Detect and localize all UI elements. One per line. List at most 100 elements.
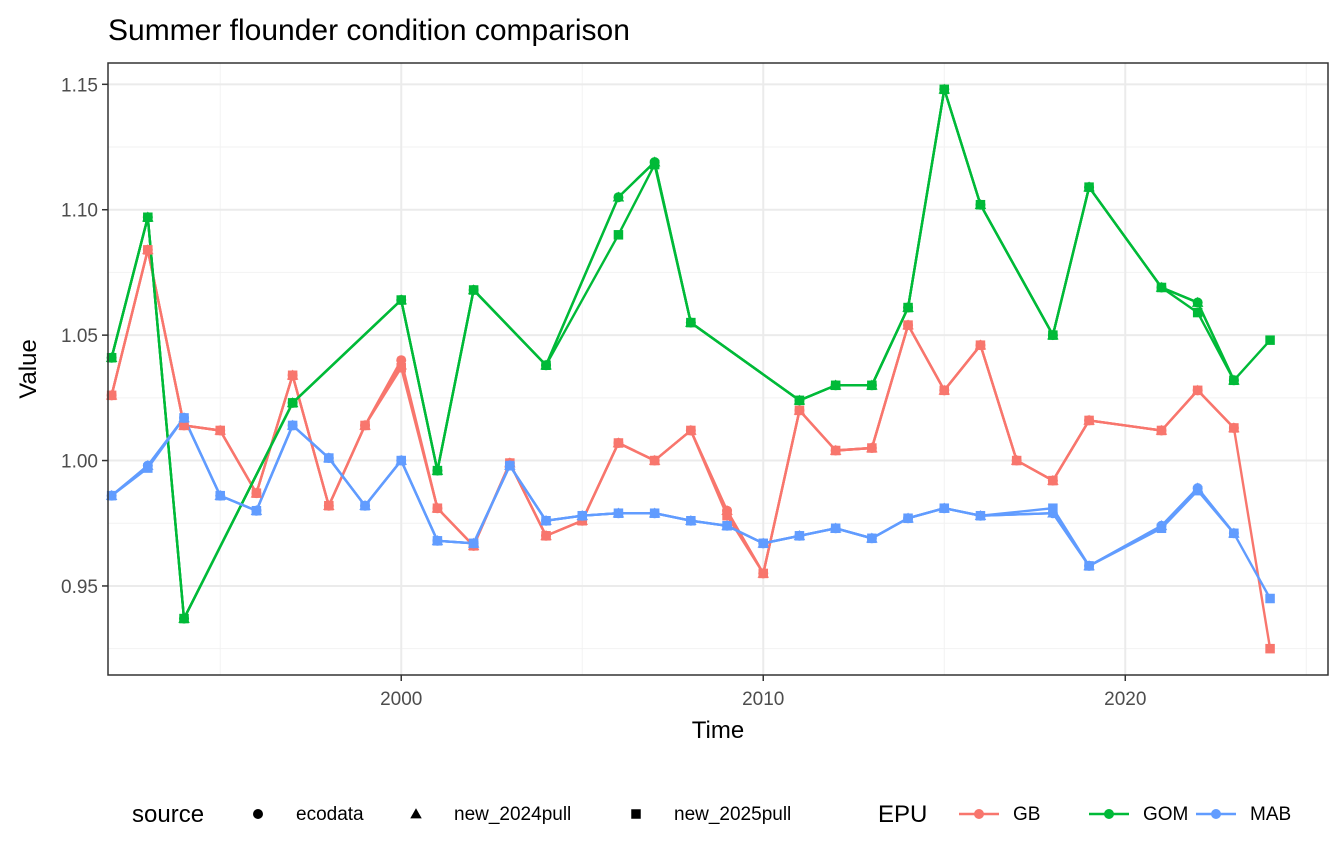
- data-point-gom-new_2025pull: [939, 84, 950, 95]
- data-point-gom-new_2025pull: [867, 380, 877, 391]
- x-tick-label: 2000: [380, 689, 422, 710]
- data-point-mab-new_2025pull: [1192, 485, 1203, 496]
- legend-label-ecodata: ecodata: [296, 804, 364, 825]
- data-point-gom-new_2024pull: [612, 191, 625, 202]
- data-point-mab-new_2025pull: [1229, 528, 1239, 539]
- legend-key-dot: [1104, 809, 1114, 819]
- data-point-gom-new_2025pull: [179, 613, 189, 624]
- data-point-gom-new_2024pull: [1191, 296, 1204, 307]
- data-point-mab-new_2025pull: [432, 536, 443, 546]
- data-point-gb-new_2025pull: [903, 320, 913, 330]
- plot-border: [107, 62, 1329, 676]
- legend-source: source ecodata new_2024pull new_2025pull: [132, 801, 791, 828]
- legend-label-new_2025pull: new_2025pull: [674, 804, 791, 825]
- data-point-gb-new_2025pull: [1265, 643, 1275, 654]
- legend-label-new_2024pull: new_2024pull: [454, 804, 571, 825]
- data-point-gom-new_2025pull: [1265, 335, 1275, 345]
- data-point-gb-new_2025pull: [794, 405, 805, 416]
- data-point-mab-new_2025pull: [722, 521, 732, 531]
- chart-title: Summer flounder condition comparison: [108, 14, 630, 47]
- data-point-mab-new_2025pull: [1084, 561, 1094, 571]
- data-point-gb-new_2025pull: [867, 443, 877, 453]
- y-tick-label: 0.95: [61, 577, 98, 598]
- data-point-mab-new_2025pull: [505, 460, 515, 471]
- data-point-mab-new_2025pull: [794, 531, 805, 541]
- data-point-mab-new_2025pull: [179, 413, 189, 423]
- data-point-gb-new_2025pull: [1084, 415, 1094, 426]
- data-point-mab-new_2025pull: [758, 538, 769, 549]
- data-point-gb-new_2025pull: [541, 531, 551, 541]
- data-point-gom-new_2025pull: [649, 159, 660, 170]
- data-point-gb-new_2025pull: [432, 503, 443, 513]
- data-point-mab-new_2025pull: [939, 503, 950, 513]
- data-point-mab-new_2025pull: [1048, 503, 1058, 513]
- data-point-mab-new_2025pull: [686, 515, 696, 526]
- data-point-mab-new_2025pull: [830, 523, 841, 534]
- legend-source-title: source: [132, 801, 204, 828]
- data-point-mab-new_2025pull: [360, 500, 370, 511]
- legend-key-square: [631, 809, 641, 819]
- data-point-gom-new_2025pull: [830, 380, 841, 391]
- data-point-gb-new_2025pull: [396, 362, 406, 373]
- data-point-gb-new_2025pull: [830, 445, 841, 456]
- data-point-gom-new_2025pull: [287, 398, 298, 408]
- data-point-mab-new_2025pull: [577, 510, 587, 521]
- x-axis-title: Time: [692, 717, 744, 744]
- data-point-gb-new_2025pull: [287, 370, 298, 381]
- major-gridlines: [108, 63, 1328, 675]
- data-point-gom-new_2025pull: [468, 285, 479, 295]
- x-axis: 2000 2010 2020: [380, 675, 1146, 710]
- data-point-gom-new_2025pull: [975, 199, 986, 210]
- data-point-gb-new_2025pull: [1048, 475, 1058, 486]
- legend-key-triangle: [410, 808, 422, 819]
- legend-label-gom: GOM: [1143, 804, 1188, 825]
- data-point-gb-new_2025pull: [1229, 423, 1239, 433]
- data-point-mab-new_2025pull: [468, 538, 479, 549]
- data-point-gb-new_2025pull: [577, 515, 587, 526]
- data-point-gb-new_2025pull: [360, 420, 370, 431]
- data-point-gb-new_2025pull: [613, 438, 624, 448]
- data-point-gb-new_2025pull: [686, 425, 696, 436]
- legend-label-gb: GB: [1013, 804, 1040, 825]
- data-point-gb-new_2025pull: [758, 568, 769, 579]
- data-point-mab-new_2025pull: [287, 420, 298, 431]
- data-point-gom-new_2025pull: [686, 317, 696, 328]
- data-point-gom-new_2025pull: [1229, 375, 1239, 386]
- legend-key-circle: [253, 809, 263, 819]
- data-point-mab-new_2025pull: [541, 515, 551, 526]
- plot-panel: [108, 63, 1328, 675]
- data-point-gom-new_2025pull: [1048, 330, 1058, 340]
- legend-key-gom: [1089, 809, 1129, 819]
- data-point-gom-new_2025pull: [903, 302, 913, 313]
- data-point-gom-new_2025pull: [1084, 182, 1094, 192]
- data-point-gb-new_2025pull: [179, 420, 189, 431]
- data-point-gb-new_2025pull: [649, 455, 660, 466]
- data-point-gb-new_2025pull: [1156, 425, 1167, 436]
- x-tick-label: 2020: [1104, 689, 1146, 710]
- data-point-mab-new_2025pull: [396, 455, 406, 466]
- y-tick-label: 1.15: [61, 75, 98, 96]
- data-point-gom-new_2025pull: [432, 465, 443, 476]
- legend-epu: EPU GB GOM MAB: [878, 801, 1291, 828]
- data-point-mab-new_2025pull: [867, 533, 877, 544]
- legend-key-gb: [959, 809, 999, 819]
- data-point-gb-new_2025pull: [722, 510, 732, 521]
- data-point-mab-new_2025pull: [613, 508, 624, 518]
- data-point-gom-new_2025pull: [106, 352, 117, 363]
- y-tick-label: 1.05: [61, 326, 98, 347]
- data-point-gom-new_2025pull: [1156, 282, 1167, 293]
- data-point-gom-new_2025pull: [541, 360, 551, 370]
- data-point-mab-new_2025pull: [1265, 593, 1275, 604]
- series-points: [105, 83, 1275, 654]
- legend-label-mab: MAB: [1250, 804, 1291, 825]
- data-point-gb-new_2025pull: [1011, 455, 1022, 466]
- data-point-mab-new_2025pull: [649, 508, 660, 518]
- legend-epu-title: EPU: [878, 801, 927, 828]
- data-point-mab-new_2025pull: [975, 510, 986, 521]
- data-point-gom-new_2025pull: [143, 212, 153, 223]
- data-point-gb-new_2025pull: [975, 340, 986, 350]
- data-point-gb-new_2025pull: [324, 500, 334, 511]
- data-point-mab-new_2025pull: [1156, 523, 1167, 534]
- y-tick-label: 1.00: [61, 452, 98, 473]
